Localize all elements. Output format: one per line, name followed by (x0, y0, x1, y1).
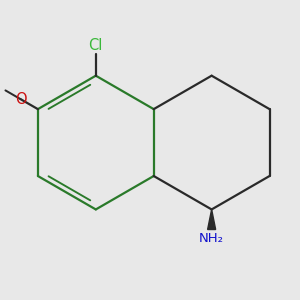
Polygon shape (208, 209, 216, 230)
Text: Cl: Cl (88, 38, 103, 53)
Text: O: O (15, 92, 26, 106)
Text: NH₂: NH₂ (199, 232, 224, 244)
